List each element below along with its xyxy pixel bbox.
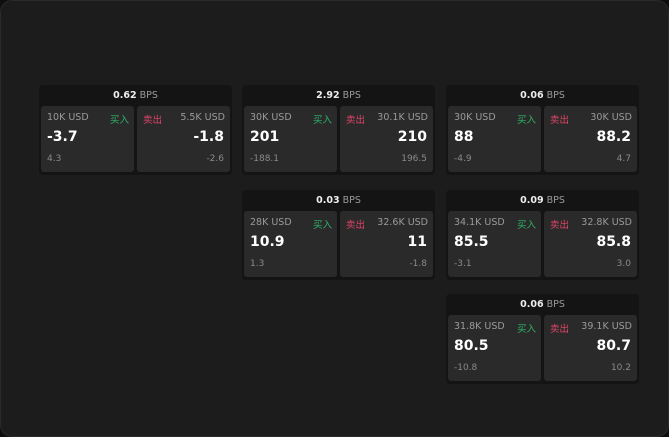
ask-size: 30.1K USD <box>377 112 428 123</box>
sell-label: 卖出 <box>550 324 570 335</box>
spread-value: 0.06 <box>520 299 544 310</box>
bid-size: 28K USD <box>250 217 292 228</box>
spread-value: 0.06 <box>520 90 544 101</box>
bid-change: 1.3 <box>250 259 265 269</box>
ask-size: 5.5K USD <box>180 112 225 123</box>
bid-size: 31.8K USD <box>454 321 505 332</box>
sell-label: 卖出 <box>346 220 366 231</box>
spread-unit: BPS <box>139 90 158 101</box>
spread-header: 0.03 BPS <box>242 190 435 211</box>
ask-change: -1.8 <box>409 259 427 269</box>
bid-price: 201 <box>250 129 280 145</box>
ask-price: 210 <box>397 129 427 145</box>
spread-unit: BPS <box>342 90 361 101</box>
ask-size: 39.1K USD <box>581 321 632 332</box>
sell-tile[interactable]: 卖出 30K USD 88.2 4.7 <box>544 106 637 172</box>
ask-change: 4.7 <box>616 154 631 164</box>
quote-card: 2.92 BPS 30K USD 买入 201 -188.1 卖出 30.1K US… <box>242 85 435 175</box>
bid-price: 10.9 <box>250 234 285 250</box>
ask-change: -2.6 <box>206 154 224 164</box>
buy-tile[interactable]: 30K USD 买入 88 -4.9 <box>448 106 541 172</box>
ask-price: 80.7 <box>596 338 631 354</box>
bid-change: -188.1 <box>250 154 280 164</box>
buy-label: 买入 <box>109 115 129 126</box>
buy-tile[interactable]: 10K USD 买入 -3.7 4.3 <box>41 106 134 172</box>
buy-label: 买入 <box>516 220 536 231</box>
ask-price: -1.8 <box>193 129 224 145</box>
sell-label: 卖出 <box>550 220 570 231</box>
spread-header: 0.09 BPS <box>446 190 639 211</box>
spread-value: 2.92 <box>316 90 340 101</box>
ask-size: 32.6K USD <box>377 217 428 228</box>
sell-tile[interactable]: 卖出 32.8K USD 85.8 3.0 <box>544 211 637 277</box>
sell-tile[interactable]: 卖出 32.6K USD 11 -1.8 <box>340 211 433 277</box>
buy-label: 买入 <box>516 324 536 335</box>
spread-value: 0.09 <box>520 195 544 206</box>
quote-card: 0.06 BPS 31.8K USD 买入 80.5 -10.8 卖出 39.1K … <box>446 294 639 384</box>
bid-price: -3.7 <box>47 129 78 145</box>
quote-card: 0.62 BPS 10K USD 买入 -3.7 4.3 卖出 5.5K USD -… <box>39 85 232 175</box>
sell-label: 卖出 <box>143 115 163 126</box>
bid-size: 34.1K USD <box>454 217 505 228</box>
quote-card: 0.09 BPS 34.1K USD 买入 85.5 -3.1 卖出 32.8K U… <box>446 190 639 280</box>
bid-change: 4.3 <box>47 154 62 164</box>
sell-tile[interactable]: 卖出 30.1K USD 210 196.5 <box>340 106 433 172</box>
buy-label: 买入 <box>516 115 536 126</box>
bid-size: 30K USD <box>454 112 496 123</box>
ask-size: 30K USD <box>590 112 632 123</box>
buy-tile[interactable]: 31.8K USD 买入 80.5 -10.8 <box>448 315 541 381</box>
bid-size: 30K USD <box>250 112 292 123</box>
bid-change: -3.1 <box>454 259 472 269</box>
sell-label: 卖出 <box>346 115 366 126</box>
spread-unit: BPS <box>546 90 565 101</box>
spread-value: 0.62 <box>113 90 137 101</box>
sell-tile[interactable]: 卖出 5.5K USD -1.8 -2.6 <box>137 106 230 172</box>
spread-header: 0.06 BPS <box>446 85 639 106</box>
ask-price: 88.2 <box>596 129 631 145</box>
buy-label: 买入 <box>312 220 332 231</box>
bid-price: 88 <box>454 129 474 145</box>
bid-price: 85.5 <box>454 234 489 250</box>
bid-price: 80.5 <box>454 338 489 354</box>
buy-tile[interactable]: 30K USD 买入 201 -188.1 <box>244 106 337 172</box>
ask-change: 196.5 <box>401 154 427 164</box>
spread-unit: BPS <box>546 195 565 206</box>
sell-tile[interactable]: 卖出 39.1K USD 80.7 10.2 <box>544 315 637 381</box>
buy-tile[interactable]: 28K USD 买入 10.9 1.3 <box>244 211 337 277</box>
spread-header: 0.06 BPS <box>446 294 639 315</box>
spread-header: 2.92 BPS <box>242 85 435 106</box>
spread-value: 0.03 <box>316 195 340 206</box>
ask-price: 11 <box>407 234 427 250</box>
buy-tile[interactable]: 34.1K USD 买入 85.5 -3.1 <box>448 211 541 277</box>
quote-card: 0.06 BPS 30K USD 买入 88 -4.9 卖出 30K USD 88.… <box>446 85 639 175</box>
spread-unit: BPS <box>546 299 565 310</box>
spread-header: 0.62 BPS <box>39 85 232 106</box>
bid-change: -10.8 <box>454 363 478 373</box>
buy-label: 买入 <box>312 115 332 126</box>
ask-change: 10.2 <box>610 363 631 373</box>
ask-size: 32.8K USD <box>581 217 632 228</box>
bid-change: -4.9 <box>454 154 472 164</box>
bid-size: 10K USD <box>47 112 89 123</box>
sell-label: 卖出 <box>550 115 570 126</box>
quote-card: 0.03 BPS 28K USD 买入 10.9 1.3 卖出 32.6K USD … <box>242 190 435 280</box>
spread-unit: BPS <box>342 195 361 206</box>
ask-price: 85.8 <box>596 234 631 250</box>
ask-change: 3.0 <box>616 259 631 269</box>
